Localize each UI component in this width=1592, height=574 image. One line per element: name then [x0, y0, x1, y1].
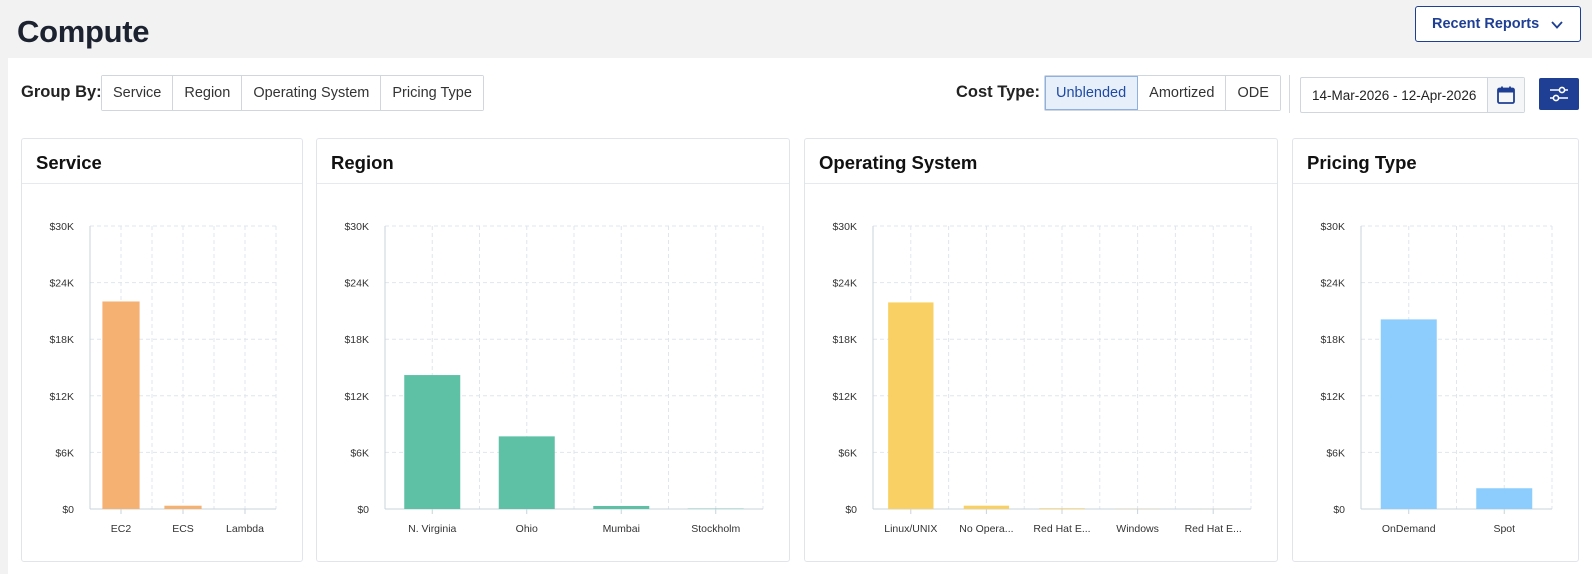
toolbar-divider [1289, 75, 1290, 113]
x-tick-label: EC2 [111, 523, 132, 535]
x-tick-label: Linux/UNIX [884, 523, 937, 535]
y-tick-label: $24K [1320, 278, 1345, 290]
pricing-type-chart-card: Pricing Type $0 $6K $12K $18K $24K $30K OnDema… [1292, 138, 1579, 562]
x-tick-label: Lambda [226, 523, 264, 535]
y-tick-label: $24K [49, 278, 74, 290]
group-by-region[interactable]: Region [173, 76, 243, 110]
y-tick-label: $0 [357, 504, 369, 516]
bar[interactable] [963, 505, 1010, 509]
y-tick-label: $12K [832, 391, 857, 403]
bar[interactable] [1039, 508, 1085, 509]
x-tick-label: Red Hat E... [1033, 523, 1090, 535]
date-range-picker[interactable]: 14-Mar-2026 - 12-Apr-2026 [1300, 77, 1525, 113]
y-tick-label: $6K [838, 447, 857, 459]
cost-type-segmented-control: Unblended Amortized ODE [1044, 75, 1281, 111]
y-tick-label: $0 [845, 504, 857, 516]
y-tick-label: $18K [49, 334, 74, 346]
page-title: Compute [17, 14, 150, 49]
bar[interactable] [1476, 488, 1533, 509]
group-by-label: Group By: [21, 83, 102, 101]
group-by-segmented-control: Service Region Operating System Pricing … [101, 75, 484, 111]
card-divider [317, 183, 789, 184]
x-tick-label: Mumbai [603, 523, 640, 535]
y-tick-label: $18K [344, 334, 369, 346]
x-tick-label: No Opera... [959, 523, 1013, 535]
y-tick-label: $6K [55, 447, 74, 459]
cost-type-amortized[interactable]: Amortized [1138, 76, 1227, 110]
service-bar-chart: $0 $6K $12K $18K $24K $30K EC2 ECS Lambda [49, 221, 277, 535]
x-tick-label: Red Hat E... [1185, 523, 1242, 535]
region-chart-title: Region [331, 152, 394, 173]
card-divider [805, 183, 1277, 184]
y-tick-label: $0 [62, 504, 74, 516]
y-tick-label: $30K [1320, 221, 1345, 233]
x-tick-label: N. Virginia [408, 523, 456, 535]
bar[interactable] [102, 301, 140, 509]
chevron-down-icon [1551, 21, 1563, 29]
x-tick-label: OnDemand [1382, 523, 1436, 535]
y-tick-label: $12K [344, 391, 369, 403]
x-tick-label: Windows [1116, 523, 1159, 535]
group-by-operating-system[interactable]: Operating System [242, 76, 382, 110]
cost-type-label: Cost Type: [956, 83, 1041, 101]
y-tick-label: $30K [49, 221, 74, 233]
bar[interactable] [164, 505, 202, 509]
sliders-icon [1550, 86, 1568, 102]
y-tick-label: $24K [344, 278, 369, 290]
recent-reports-button[interactable]: Recent Reports [1415, 6, 1581, 42]
group-by-service[interactable]: Service [102, 76, 174, 110]
group-by-pricing-type[interactable]: Pricing Type [381, 76, 483, 110]
y-tick-label: $30K [832, 221, 857, 233]
cost-type-ode[interactable]: ODE [1226, 76, 1280, 110]
x-tick-label: ECS [172, 523, 194, 535]
y-tick-label: $18K [1320, 334, 1345, 346]
x-tick-label: Ohio [516, 523, 538, 535]
card-divider [22, 183, 302, 184]
pricing-type-bar-chart: $0 $6K $12K $18K $24K $30K OnDemand Spot [1320, 221, 1553, 535]
recent-reports-label: Recent Reports [1432, 16, 1540, 32]
y-tick-label: $30K [344, 221, 369, 233]
bar[interactable] [1380, 319, 1437, 509]
x-tick-label: Spot [1493, 523, 1515, 535]
y-tick-label: $0 [1333, 504, 1345, 516]
filter-settings-button[interactable] [1539, 78, 1579, 110]
bar[interactable] [498, 436, 555, 509]
bar[interactable] [404, 375, 461, 509]
pricing-type-chart-title: Pricing Type [1307, 152, 1417, 173]
card-divider [1293, 183, 1578, 184]
x-tick-label: Stockholm [691, 523, 740, 535]
operating-system-chart-card: Operating System $0 $6K $12K $18K $24K $30K Li… [804, 138, 1278, 562]
calendar-icon [1497, 86, 1515, 104]
y-tick-label: $12K [1320, 391, 1345, 403]
y-tick-label: $18K [832, 334, 857, 346]
region-chart-card: Region $0 $6K $12K $18K $24K $30K N. Virginia O… [316, 138, 790, 562]
y-tick-label: $12K [49, 391, 74, 403]
y-tick-label: $6K [350, 447, 369, 459]
date-range-value: 14-Mar-2026 - 12-Apr-2026 [1312, 87, 1477, 103]
operating-system-chart-title: Operating System [819, 152, 978, 173]
service-chart-card: Service $0 $6K $12K $18K $24K $30K EC2 ECS Lambd… [21, 138, 303, 562]
y-tick-label: $24K [832, 278, 857, 290]
y-tick-label: $6K [1326, 447, 1345, 459]
bar[interactable] [888, 302, 934, 509]
region-bar-chart: $0 $6K $12K $18K $24K $30K N. Virginia Ohio Mumb… [344, 221, 764, 535]
cost-type-unblended[interactable]: Unblended [1045, 76, 1139, 110]
bar[interactable] [593, 505, 650, 509]
calendar-button[interactable] [1487, 78, 1524, 112]
operating-system-bar-chart: $0 $6K $12K $18K $24K $30K Linux/UNIX No Opera.… [832, 221, 1252, 535]
service-chart-title: Service [36, 152, 102, 173]
